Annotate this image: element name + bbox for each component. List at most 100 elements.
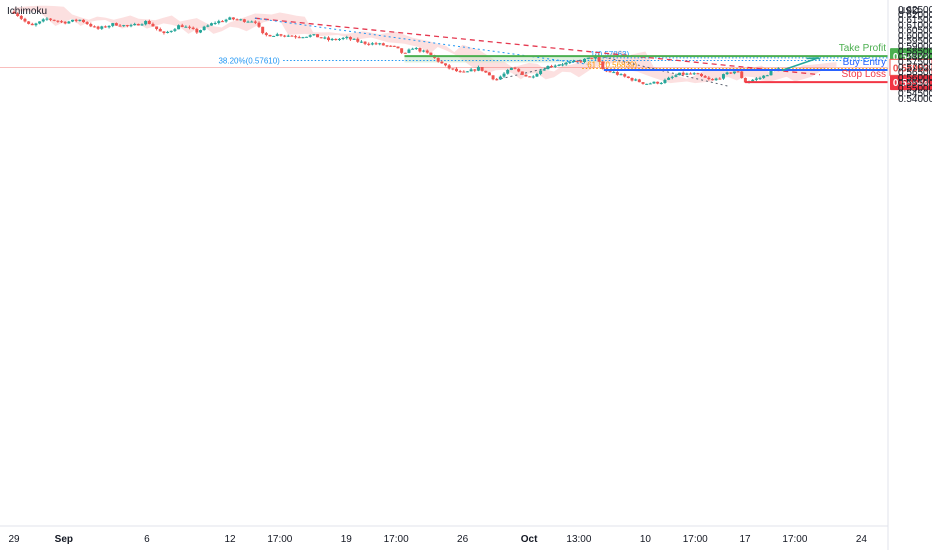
candle-body	[718, 78, 722, 80]
candle-body	[19, 15, 23, 19]
candle-body	[689, 73, 693, 75]
candles	[12, 10, 780, 85]
candle-body	[601, 61, 605, 69]
x-tick-label: 12	[224, 534, 236, 545]
projection-arrow	[781, 57, 819, 72]
x-tick-label: 17:00	[267, 534, 292, 545]
candle-body	[166, 31, 170, 34]
candle-body	[667, 77, 671, 80]
candle-body	[220, 21, 224, 23]
candle-body	[348, 37, 352, 40]
candle-body	[553, 65, 557, 67]
y-tick-label: 0.54500	[898, 89, 932, 100]
candle-body	[345, 37, 349, 39]
candle-body	[641, 82, 645, 84]
candle-body	[743, 77, 747, 83]
take-profit-zone-box	[404, 56, 604, 63]
candle-body	[506, 69, 510, 74]
candle-body	[151, 23, 155, 27]
candle-body	[294, 36, 298, 38]
candle-body	[12, 11, 16, 14]
current-price-value: 0.56953	[893, 63, 930, 74]
candle-body	[740, 71, 744, 78]
candle-body	[539, 70, 543, 74]
candle-body	[546, 66, 550, 70]
candle-body	[630, 78, 634, 81]
candle-body	[758, 77, 762, 79]
candle-body	[469, 69, 473, 72]
candle-body	[155, 26, 159, 29]
candle-body	[674, 75, 678, 77]
candle-body	[692, 73, 696, 75]
candle-body	[228, 17, 232, 20]
y-tick-label: 0.58500	[898, 47, 932, 58]
candle-body	[41, 19, 45, 22]
candle-body	[524, 74, 528, 77]
y-tick-label: 0.61500	[898, 15, 932, 26]
candle-body	[531, 76, 535, 78]
currency-label: USD	[898, 6, 919, 17]
candle-body	[125, 25, 129, 27]
take-profit-price: 0.58022	[893, 52, 930, 63]
x-tick-label: 13:00	[566, 534, 591, 545]
y-tick-label: 0.55000	[898, 83, 932, 94]
candle-body	[652, 81, 656, 84]
indicator-label: Ichimoku	[7, 6, 47, 17]
trend-lines	[254, 17, 820, 87]
projection-arrow-head	[806, 57, 821, 61]
candle-body	[202, 26, 206, 31]
candle-body	[367, 43, 371, 45]
candle-body	[209, 23, 213, 26]
candle-body	[133, 23, 137, 26]
candle-body	[272, 35, 276, 37]
candle-body	[169, 30, 173, 32]
candle-body	[476, 67, 480, 71]
candle-body	[81, 19, 85, 23]
candle-body	[78, 19, 82, 21]
candle-body	[191, 27, 195, 29]
candle-body	[323, 37, 327, 39]
candle-body	[590, 57, 594, 59]
stop-loss-label: Stop Loss	[842, 69, 886, 80]
candle-body	[465, 71, 469, 73]
candle-body	[732, 71, 736, 74]
y-tick-label: 0.57500	[898, 57, 932, 68]
candle-body	[100, 26, 104, 29]
candle-body	[769, 70, 773, 76]
candle-body	[184, 26, 188, 28]
candle-body	[213, 22, 217, 24]
candle-body	[195, 28, 199, 33]
candle-body	[316, 34, 320, 38]
candle-body	[557, 64, 561, 66]
take-profit-label: Take Profit	[839, 43, 886, 54]
candle-body	[400, 48, 404, 53]
candle-body	[564, 62, 568, 65]
candle-body	[681, 72, 685, 75]
candle-body	[275, 34, 279, 36]
candle-body	[16, 13, 20, 16]
candle-body	[615, 72, 619, 75]
candle-body	[458, 71, 462, 73]
candle-body	[509, 67, 513, 70]
candle-body	[63, 21, 67, 24]
candle-body	[414, 48, 418, 50]
candle-body	[319, 37, 323, 39]
candle-body	[572, 60, 576, 62]
candle-body	[403, 52, 407, 54]
current-price-tag	[889, 58, 932, 76]
fib-trendline-a	[254, 17, 588, 65]
candle-body	[140, 24, 144, 26]
candle-body	[685, 73, 689, 75]
candle-body	[356, 38, 360, 42]
candle-body	[268, 34, 272, 37]
candle-body	[634, 79, 638, 81]
candle-body	[206, 25, 210, 27]
fib-382-label: 38.20%(0.57610)	[218, 56, 280, 65]
candle-body	[341, 37, 345, 39]
candle-body	[144, 21, 148, 25]
candle-body	[444, 63, 448, 66]
candle-body	[575, 60, 579, 62]
candle-body	[60, 21, 64, 23]
candle-body	[359, 41, 363, 43]
